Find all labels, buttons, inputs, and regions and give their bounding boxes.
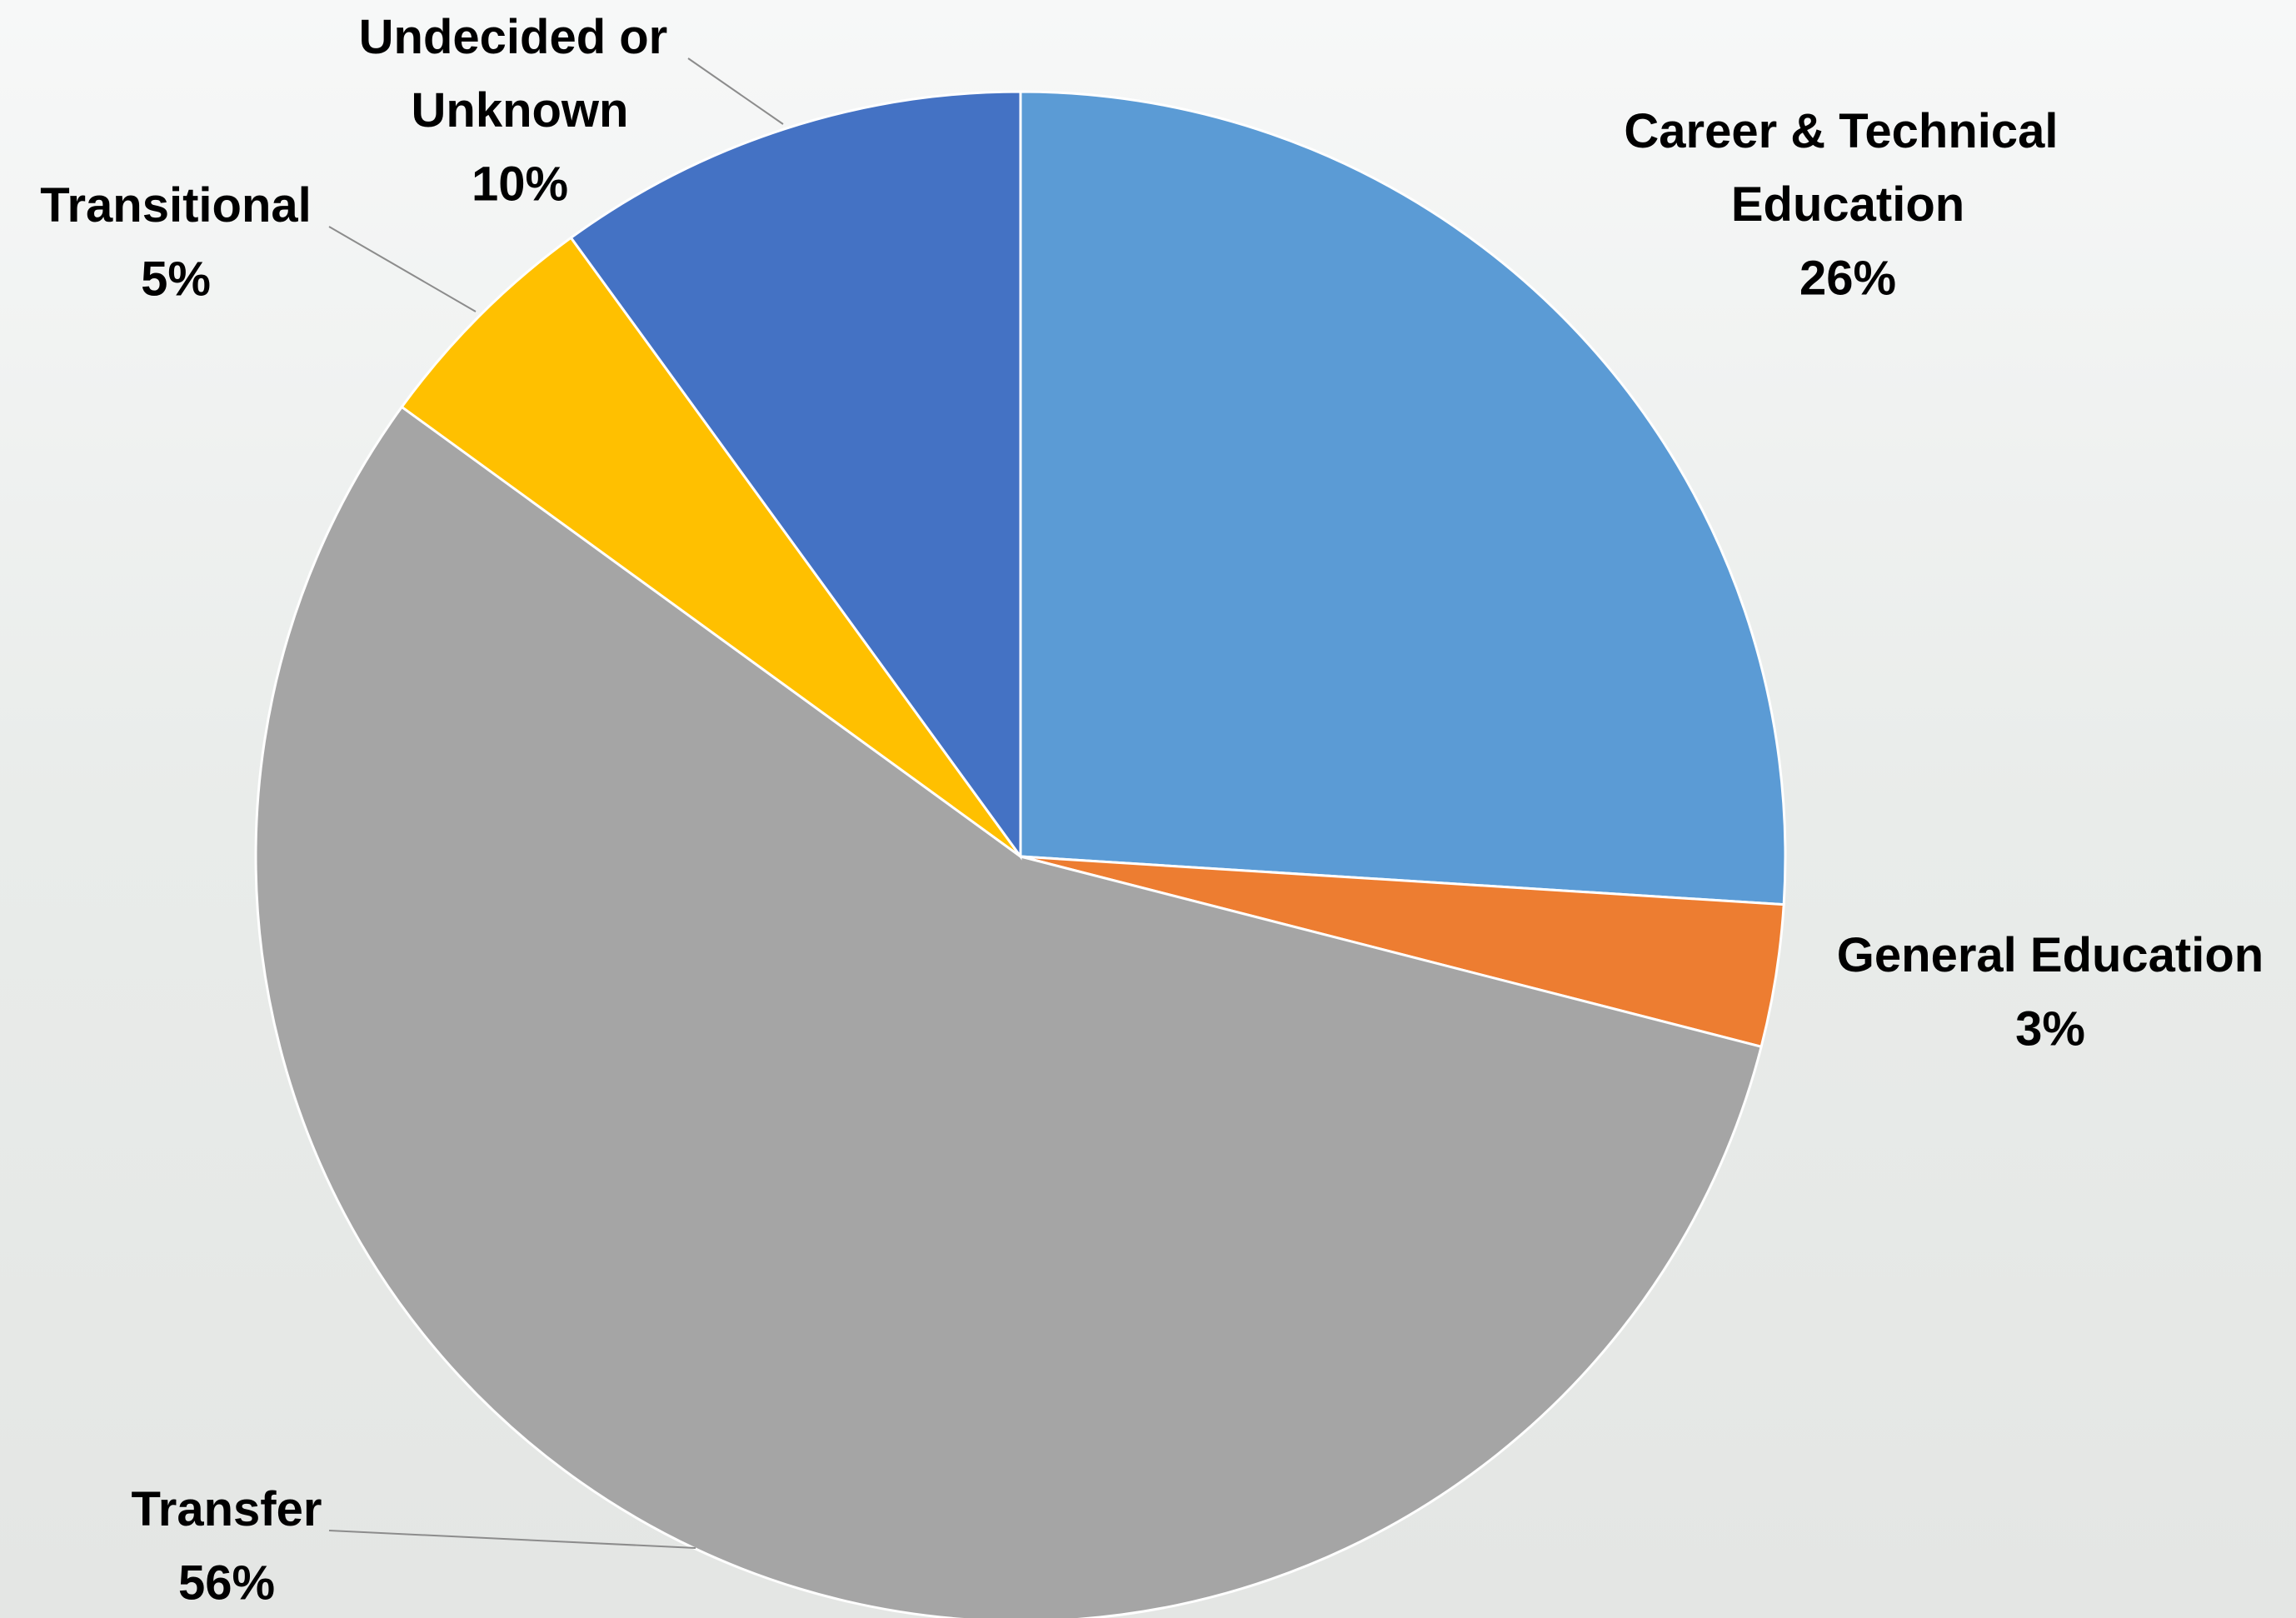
value-label: 3%	[2015, 1001, 2085, 1056]
value-label: 56%	[178, 1556, 275, 1610]
value-label: 10%	[472, 157, 568, 211]
category-label: Transfer	[132, 1482, 322, 1536]
category-label: General Education	[1837, 928, 2264, 982]
value-label: 5%	[141, 252, 211, 306]
value-label: 26%	[1799, 251, 1896, 305]
chart: Career & Technical Education26%General E…	[0, 0, 2296, 1618]
category-label: Transitional	[40, 178, 312, 232]
page: {"chart_data": {"type": "pie", "categori…	[0, 0, 2296, 1618]
pie	[256, 92, 1785, 1618]
